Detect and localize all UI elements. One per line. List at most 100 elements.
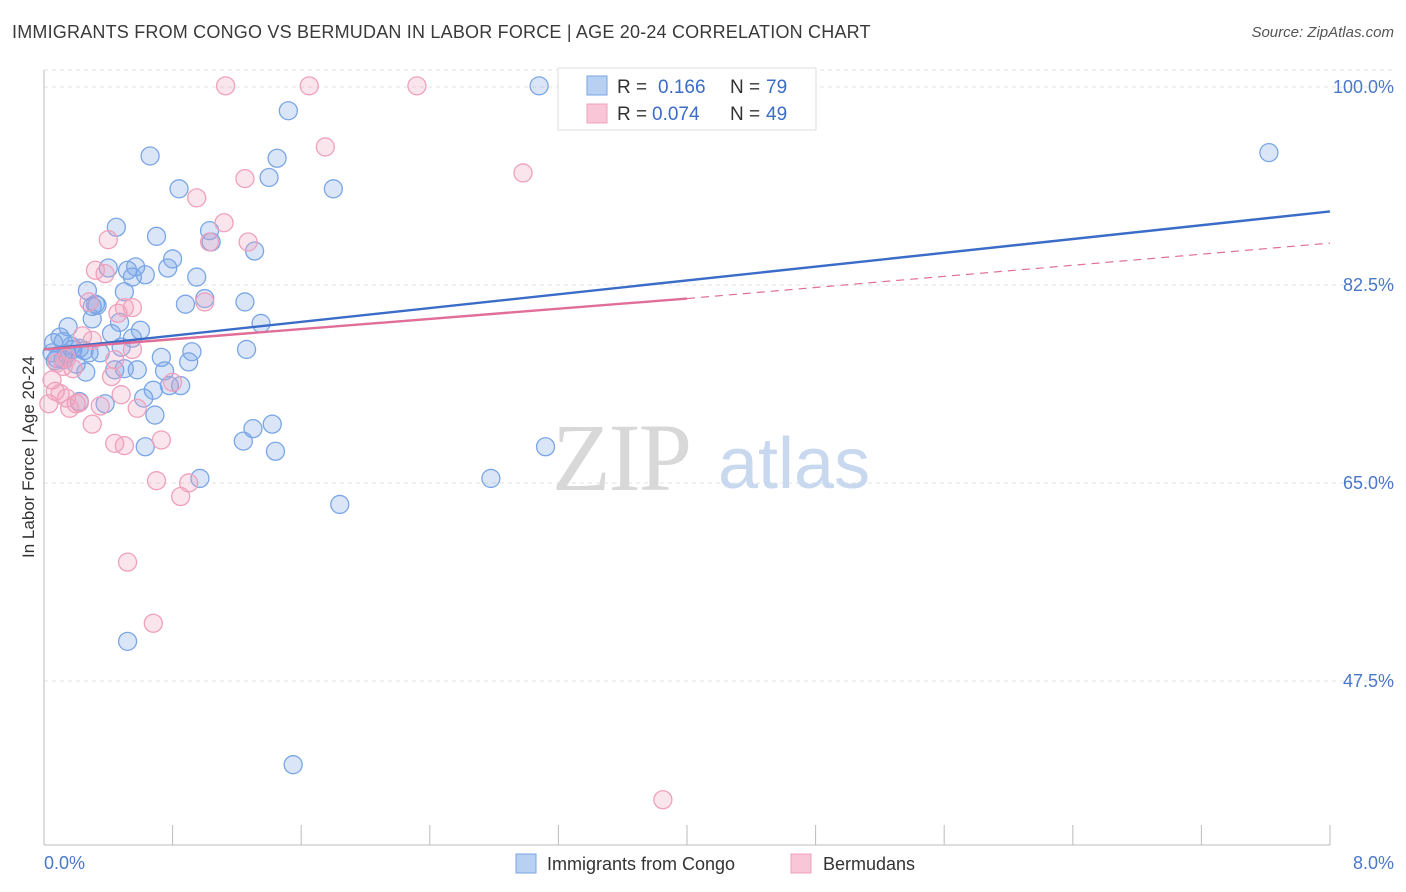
legend: R = 0.166 N = 79 R = 0.074 N = 49 (557, 67, 817, 131)
chart-title: IMMIGRANTS FROM CONGO VS BERMUDAN IN LAB… (12, 22, 871, 42)
point-congo (283, 755, 303, 775)
source-label: Source: ZipAtlas.com (1251, 24, 1394, 41)
point-congo (278, 101, 298, 121)
y-tick-label: 47.5% (1343, 671, 1394, 691)
point-congo (535, 437, 556, 457)
point-congo (162, 249, 183, 269)
point-bermudans (117, 552, 138, 572)
point-bermudans (127, 398, 147, 418)
trend-lines (43, 210, 1331, 351)
y-tick-label: 65.0% (1343, 473, 1394, 493)
point-bermudans (143, 613, 163, 633)
point-congo (159, 376, 180, 396)
point-bermudans (315, 137, 335, 157)
watermark: ZIP atlas (552, 404, 870, 511)
watermark-zip: ZIP (552, 404, 690, 511)
legend-r-label-bermudans: R = (617, 104, 647, 125)
point-congo (187, 267, 207, 287)
legend-r-value-bermudans: 0.074 (652, 104, 700, 125)
point-bermudans (513, 163, 533, 183)
point-congo (146, 226, 167, 246)
legend-n-value-congo: 79 (766, 77, 787, 98)
y-axis-label: In Labor Force | Age 20-24 (19, 356, 38, 558)
point-congo (140, 146, 160, 166)
point-bermudans (215, 76, 236, 96)
point-bermudans (69, 392, 90, 413)
point-bermudans (299, 76, 319, 96)
point-congo (235, 292, 255, 312)
point-congo (135, 265, 155, 285)
point-congo (125, 257, 146, 277)
point-congo (262, 414, 282, 434)
point-bermudans (162, 372, 183, 392)
point-congo (182, 342, 202, 362)
point-congo (323, 179, 344, 199)
point-bermudans (95, 263, 115, 284)
point-congo (114, 282, 135, 302)
point-bermudans (79, 292, 99, 312)
bottom-legend: Immigrants from Congo Bermudans (515, 853, 915, 874)
bottom-legend-swatch-congo (515, 853, 537, 874)
x-tick-label-min: 0.0% (44, 853, 85, 873)
y-tick-label: 100.0% (1333, 77, 1394, 97)
x-ticks (43, 825, 1331, 845)
legend-r-label-congo: R = (617, 77, 647, 98)
point-congo (259, 167, 279, 188)
point-bermudans (114, 435, 135, 456)
trend-line-bermudans (43, 297, 688, 351)
point-bermudans (199, 232, 220, 252)
point-congo (236, 339, 257, 360)
point-congo (175, 294, 196, 314)
point-congo (135, 437, 155, 457)
point-bermudans (111, 385, 131, 405)
point-congo (169, 179, 189, 199)
point-congo (1259, 142, 1279, 163)
point-congo (127, 360, 147, 380)
grid-lines (44, 69, 1394, 682)
point-congo (267, 148, 287, 168)
bottom-legend-swatch-bermudans (790, 853, 812, 874)
legend-r-value-congo: 0.166 (658, 77, 706, 98)
point-bermudans (195, 292, 215, 312)
point-bermudans (122, 297, 143, 318)
point-congo (154, 361, 175, 381)
legend-n-label-congo: N = (730, 77, 760, 98)
trend-line-bermudans-extension (686, 242, 1331, 300)
point-congo (134, 388, 154, 408)
point-bermudans (151, 430, 171, 450)
point-bermudans (214, 213, 234, 233)
watermark-atlas: atlas (718, 424, 870, 504)
point-bermudans (101, 366, 122, 387)
point-bermudans (146, 471, 167, 491)
y-tick-labels: 47.5% 65.0% 82.5% 100.0% (1333, 77, 1394, 691)
point-congo (143, 380, 163, 400)
point-bermudans (56, 348, 77, 369)
point-congo (330, 494, 350, 515)
point-congo (243, 418, 263, 439)
point-congo (251, 313, 271, 334)
legend-n-value-bermudans: 49 (766, 104, 787, 125)
point-congo (158, 258, 178, 278)
point-bermudans (235, 168, 255, 189)
point-congo (481, 468, 501, 489)
point-bermudans (238, 232, 258, 252)
point-bermudans (105, 349, 125, 370)
point-bermudans (98, 230, 118, 250)
legend-swatch-congo (586, 75, 608, 96)
point-bermudans (63, 359, 83, 379)
legend-n-label-bermudans: N = (730, 104, 760, 125)
point-bermudans (114, 297, 135, 318)
point-congo (58, 317, 78, 337)
point-congo (265, 441, 286, 461)
point-congo (529, 76, 549, 96)
point-congo (117, 631, 138, 652)
point-congo (190, 468, 210, 489)
point-congo (145, 405, 165, 425)
trend-line-congo (43, 210, 1331, 351)
point-bermudans (90, 396, 110, 416)
legend-swatch-bermudans (586, 103, 608, 124)
point-bermudans (187, 188, 207, 208)
y-tick-label: 82.5% (1343, 275, 1394, 295)
point-bermudans (179, 473, 199, 493)
